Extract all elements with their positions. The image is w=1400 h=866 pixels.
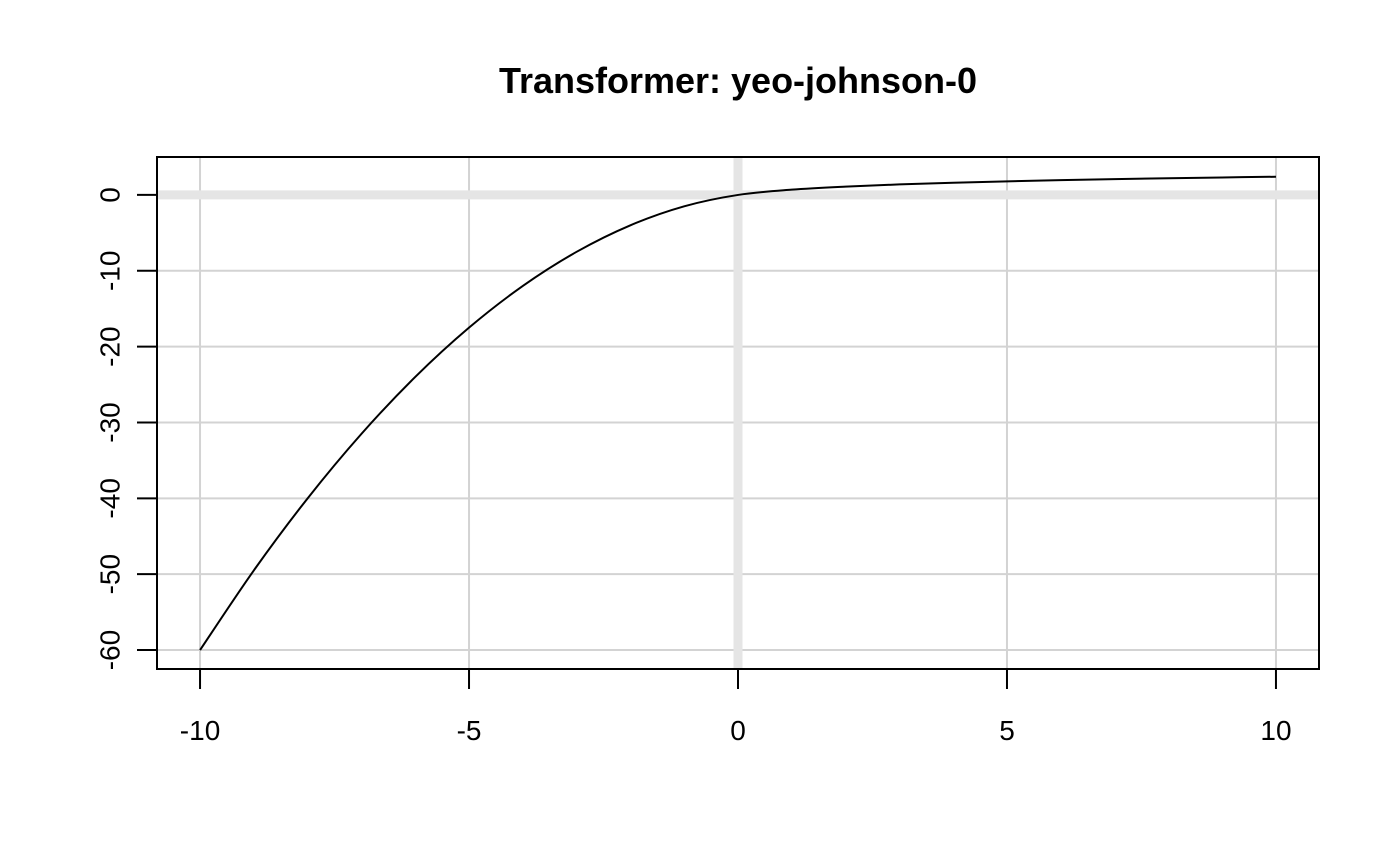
y-tick-label: -50 — [95, 554, 126, 594]
y-tick-label: 0 — [95, 187, 126, 203]
chart-title: Transformer: yeo-johnson-0 — [499, 60, 977, 101]
y-tick-label: -40 — [95, 478, 126, 518]
y-tick-label: -60 — [95, 630, 126, 670]
x-tick-label: -5 — [457, 715, 482, 746]
x-tick-label: 0 — [730, 715, 746, 746]
series-layer — [199, 175, 1276, 651]
x-tick-label: -10 — [180, 715, 220, 746]
x-axis: -10 -5 0 5 10 — [180, 668, 1292, 746]
x-tick-label: 10 — [1260, 715, 1291, 746]
y-axis: 0 -10 -20 -30 -40 -50 -60 — [95, 187, 158, 670]
y-tick-label: -10 — [95, 251, 126, 291]
y-tick-label: -20 — [95, 326, 126, 366]
y-tick-label: -30 — [95, 402, 126, 442]
series-line — [199, 175, 1276, 651]
reference-lines — [157, 157, 1319, 669]
x-tick-label: 5 — [999, 715, 1015, 746]
